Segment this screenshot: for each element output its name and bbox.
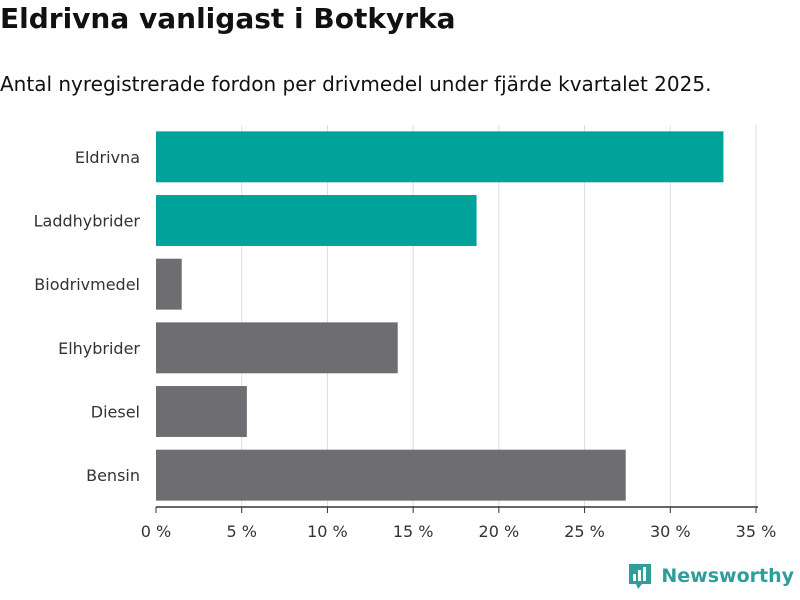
bar-chart: 0 % 5 % 10 % 15 % 20 % 25 % 30 % 35 % Eldrivna La… — [34, 125, 777, 541]
bar-bensin — [156, 449, 626, 501]
bar-biodrivmedel — [156, 258, 182, 310]
category-label: Laddhybrider — [34, 212, 141, 231]
category-label: Biodrivmedel — [34, 275, 140, 294]
x-tick-label: 0 % — [141, 522, 171, 541]
x-tick-label: 25 % — [564, 522, 605, 541]
x-tick-label: 15 % — [393, 522, 434, 541]
category-label: Eldrivna — [75, 148, 140, 167]
bar-elhybrider — [156, 322, 398, 374]
x-tick-label: 30 % — [650, 522, 691, 541]
x-tick-label: 20 % — [479, 522, 520, 541]
x-tick-label: 5 % — [226, 522, 256, 541]
brand-name: Newsworthy — [661, 565, 794, 587]
chart-title: Eldrivna vanligast i Botkyrka — [0, 2, 456, 35]
category-label: Bensin — [86, 466, 140, 485]
x-tick-label: 35 % — [736, 522, 777, 541]
brand-logo: Newsworthy — [627, 562, 794, 590]
bar-laddhybrider — [156, 195, 477, 246]
bar-eldrivna — [156, 131, 724, 183]
bar-chart-logo-icon — [629, 564, 652, 589]
category-label: Diesel — [91, 403, 140, 422]
bar-diesel — [156, 386, 247, 437]
category-label: Elhybrider — [58, 339, 140, 358]
chart-subtitle: Antal nyregistrerade fordon per drivmede… — [0, 72, 712, 96]
x-tick-label: 10 % — [307, 522, 348, 541]
